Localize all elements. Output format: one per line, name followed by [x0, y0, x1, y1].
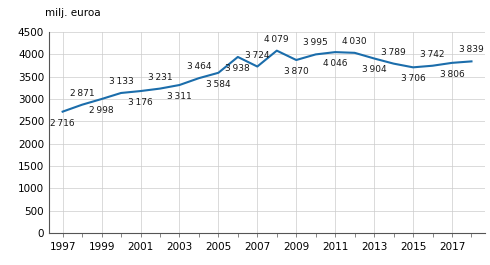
- Text: 4 079: 4 079: [265, 35, 289, 44]
- Text: 3 464: 3 464: [187, 62, 211, 71]
- Text: 3 904: 3 904: [362, 65, 387, 74]
- Text: 2 716: 2 716: [50, 118, 75, 127]
- Text: 3 584: 3 584: [206, 80, 231, 89]
- Text: 3 176: 3 176: [128, 98, 153, 107]
- Text: 3 724: 3 724: [245, 51, 270, 60]
- Text: 4 046: 4 046: [323, 59, 347, 68]
- Text: 3 806: 3 806: [440, 70, 465, 79]
- Text: 3 706: 3 706: [401, 74, 425, 83]
- Text: 2 998: 2 998: [89, 106, 114, 115]
- Text: 3 839: 3 839: [459, 45, 484, 54]
- Text: 3 231: 3 231: [147, 73, 172, 82]
- Text: 3 938: 3 938: [225, 64, 250, 73]
- Text: 3 742: 3 742: [420, 50, 445, 59]
- Text: 3 789: 3 789: [381, 48, 406, 57]
- Text: 2 871: 2 871: [70, 89, 95, 98]
- Text: 3 311: 3 311: [167, 92, 192, 101]
- Text: 3 995: 3 995: [303, 38, 328, 47]
- Text: 4 030: 4 030: [343, 37, 367, 46]
- Text: milj. euroa: milj. euroa: [45, 8, 100, 18]
- Text: 3 133: 3 133: [109, 77, 133, 86]
- Text: 3 870: 3 870: [284, 67, 309, 76]
